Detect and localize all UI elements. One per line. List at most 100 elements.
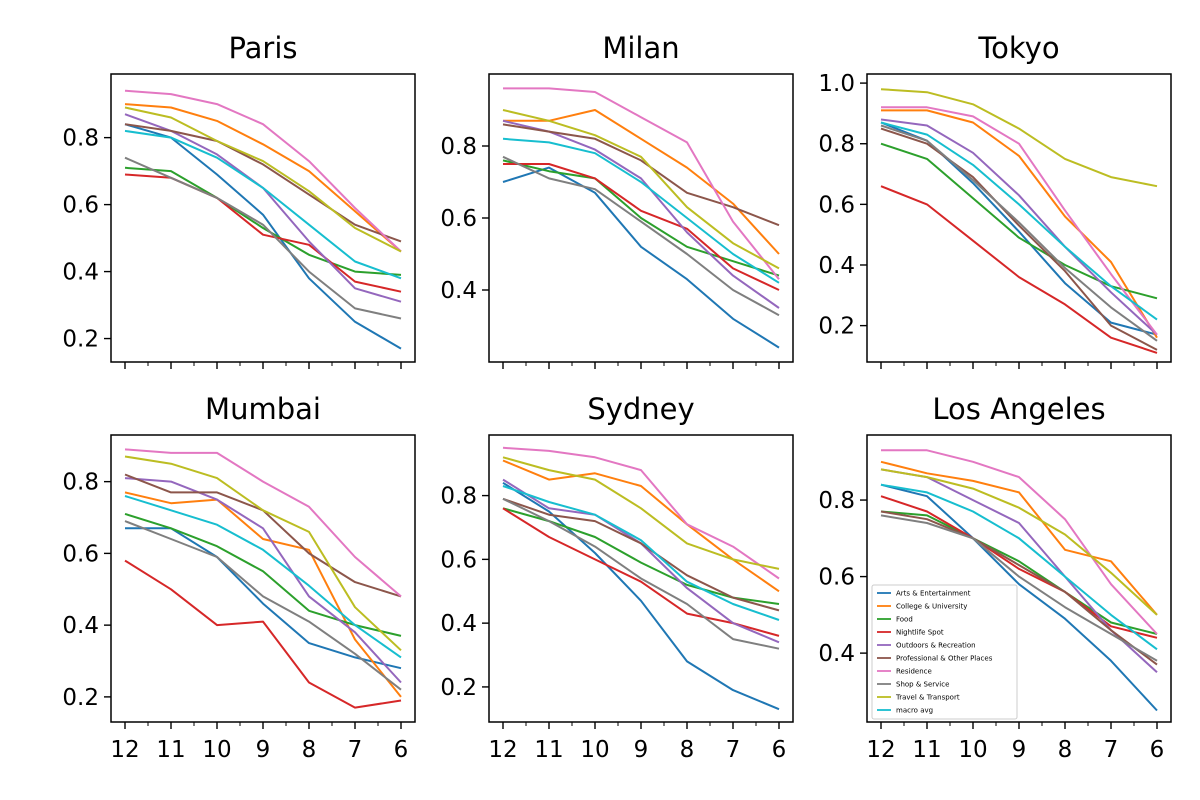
series-line bbox=[124, 89, 402, 253]
x-tick-label: 11 bbox=[534, 737, 563, 763]
y-tick-label: 0.4 bbox=[440, 278, 477, 304]
series-line bbox=[880, 121, 1158, 321]
series-line bbox=[124, 103, 402, 253]
series-line bbox=[881, 106, 1158, 336]
panel-2: Tokyo 0.2 0.4 0.6 0.8 1.0 bbox=[818, 31, 1172, 369]
series-line bbox=[124, 123, 402, 243]
legend-label: Nightlife Spot bbox=[896, 629, 944, 637]
legend-label: Outdoors & Recreation bbox=[896, 642, 976, 650]
series-line bbox=[881, 449, 1158, 635]
panel-title: Mumbai bbox=[205, 392, 321, 426]
legend-label: Professional & Other Places bbox=[896, 655, 993, 663]
series-line bbox=[502, 159, 780, 277]
x-tick-label: 9 bbox=[256, 737, 271, 763]
x-tick-label: 12 bbox=[110, 737, 139, 763]
series-line bbox=[502, 166, 780, 349]
panel-4: Sydney 0.2 0.4 0.6 0.8 12 11 10 9 8 7 6 bbox=[440, 392, 794, 763]
series-line bbox=[502, 459, 780, 593]
series-line bbox=[124, 129, 402, 280]
x-tick-label: 8 bbox=[680, 737, 695, 763]
y-tick-label: 0.2 bbox=[62, 327, 99, 353]
series-line bbox=[502, 456, 780, 570]
series-line bbox=[124, 156, 402, 320]
series-line bbox=[502, 497, 780, 650]
panel-title: Paris bbox=[228, 31, 297, 65]
series-line bbox=[124, 123, 402, 350]
y-tick-label: 0.6 bbox=[62, 541, 99, 567]
legend-label: macro avg bbox=[896, 707, 933, 715]
panel-title: Sydney bbox=[587, 392, 694, 426]
series-line bbox=[503, 163, 780, 291]
y-tick-label: 0.6 bbox=[440, 206, 477, 232]
x-tick-label: 6 bbox=[772, 737, 787, 763]
x-tick-label: 9 bbox=[1012, 737, 1027, 763]
series-line bbox=[880, 514, 1158, 662]
series-line bbox=[502, 137, 780, 284]
panel-0: Paris 0.2 0.4 0.6 0.8 bbox=[62, 31, 416, 369]
y-tick-label: 0.4 bbox=[62, 613, 99, 639]
legend-box bbox=[871, 584, 1018, 720]
y-tick-label: 0.8 bbox=[440, 484, 477, 510]
series-line bbox=[124, 113, 402, 303]
series-line bbox=[124, 166, 402, 276]
series-line bbox=[503, 87, 780, 280]
x-tick-label: 9 bbox=[634, 737, 649, 763]
x-tick-label: 8 bbox=[302, 737, 317, 763]
x-tick-label: 12 bbox=[866, 737, 895, 763]
axes-frame bbox=[110, 434, 416, 723]
x-tick-label: 7 bbox=[726, 737, 741, 763]
y-tick-label: 0.6 bbox=[62, 193, 99, 219]
legend: Arts & Entertainment College & University… bbox=[871, 584, 1018, 720]
y-tick-label: 0.4 bbox=[62, 260, 99, 286]
x-tick-label: 11 bbox=[912, 737, 941, 763]
series-line bbox=[880, 460, 1158, 616]
panel-5: Los Angeles 0.4 0.6 0.8 12 11 10 9 8 7 6 bbox=[818, 392, 1172, 763]
series-line bbox=[124, 173, 402, 293]
series-line bbox=[502, 446, 780, 580]
series-line bbox=[124, 559, 402, 709]
x-tick-label: 10 bbox=[958, 737, 987, 763]
y-tick-label: 0.6 bbox=[818, 192, 855, 218]
panel-1: Milan 0.4 0.6 0.8 bbox=[440, 31, 794, 369]
x-tick-label: 7 bbox=[1104, 737, 1119, 763]
series-line bbox=[124, 477, 402, 684]
x-tick-label: 10 bbox=[202, 737, 231, 763]
series-line bbox=[880, 118, 1158, 336]
x-tick-label: 6 bbox=[394, 737, 409, 763]
axes-frame bbox=[110, 73, 416, 363]
y-tick-label: 0.8 bbox=[62, 126, 99, 152]
x-tick-label: 11 bbox=[156, 737, 185, 763]
series-line bbox=[880, 483, 1158, 712]
legend-label: Travel & Transport bbox=[895, 694, 960, 702]
x-tick-label: 10 bbox=[580, 737, 609, 763]
series-line bbox=[880, 510, 1158, 666]
x-tick-label: 6 bbox=[1150, 737, 1165, 763]
series-line bbox=[880, 468, 1158, 616]
series-line bbox=[880, 483, 1158, 651]
y-tick-label: 0.4 bbox=[818, 641, 855, 667]
series-line bbox=[880, 127, 1158, 351]
series-line bbox=[502, 109, 780, 270]
y-tick-label: 0.8 bbox=[818, 132, 855, 158]
series-line bbox=[124, 455, 402, 652]
panel-title: Los Angeles bbox=[932, 392, 1105, 426]
legend-label: Arts & Entertainment bbox=[896, 590, 971, 598]
y-tick-label: 0.8 bbox=[62, 470, 99, 496]
series-line bbox=[880, 121, 1158, 336]
y-tick-label: 0.4 bbox=[818, 253, 855, 279]
series-line bbox=[124, 473, 402, 598]
y-tick-label: 1.0 bbox=[818, 71, 855, 97]
series-line bbox=[880, 185, 1158, 354]
series-line bbox=[880, 142, 1158, 300]
series-line bbox=[880, 495, 1158, 639]
legend-label: Residence bbox=[896, 668, 932, 676]
series-line bbox=[502, 507, 780, 605]
x-tick-label: 7 bbox=[348, 737, 363, 763]
series-line bbox=[124, 495, 402, 659]
x-tick-label: 12 bbox=[488, 737, 517, 763]
y-tick-label: 0.2 bbox=[62, 685, 99, 711]
series-line bbox=[502, 155, 780, 317]
series-line bbox=[502, 123, 780, 227]
series-line bbox=[880, 510, 1158, 635]
